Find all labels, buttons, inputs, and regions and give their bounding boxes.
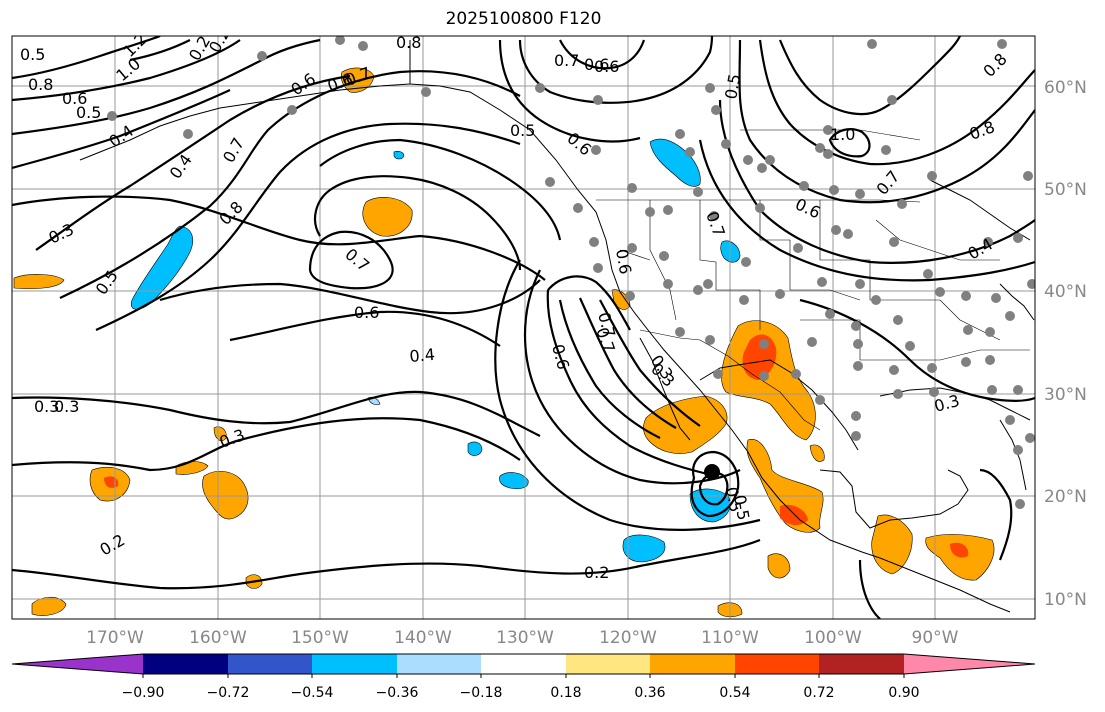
map-frame [11,35,1036,620]
positive-anomaly-area [213,426,227,441]
colorbar-label: 0.36 [634,685,665,701]
contour-label: 0.8 [28,75,53,94]
contour-label-layer: 1.2 1.0 0.8 0.6 0.5 0.4 0.4 0.3 0.2 0.2 … [20,33,1011,582]
lat-tick-label: 50°N [1044,180,1087,200]
positive-anomaly-area [643,395,728,454]
contour-label: 0.3 [34,397,59,416]
contour-label: 0.6 [612,247,635,275]
latitude-labels: 60°N 50°N 40°N 30°N 20°N 10°N [1044,78,1087,610]
colorbar-segment [12,654,143,674]
negative-anomaly-area [467,441,483,456]
map-title: 2025100800 F120 [445,9,602,29]
positive-anomaly-area [746,439,824,533]
storm-center-marker [704,464,720,480]
contour-lines [12,36,1035,619]
positive-anomaly-area [809,444,825,462]
positive-anomaly-area [13,274,65,290]
colorbar-label: 0.18 [550,685,581,701]
colorbar: −0.90 −0.72 −0.54 −0.36 −0.18 0.18 0.36 … [11,653,1036,701]
colorbar-segment [735,654,819,674]
colorbar-segment [904,654,1035,674]
colorbar-label: 0.54 [719,685,750,701]
longitude-labels: 170°W 160°W 150°W 140°W 130°W 120°W 110°… [86,628,959,648]
contour-label: 0.6 [584,55,609,74]
lat-tick-label: 30°N [1044,385,1087,405]
negative-anomaly-area [622,534,666,563]
lon-tick-label: 140°W [394,628,452,648]
contour-label: 1.0 [830,125,855,144]
contour-label: 0.5 [721,72,744,100]
negative-anomaly-area [393,150,405,160]
lat-tick-label: 10°N [1044,590,1087,610]
lon-tick-label: 110°W [701,628,759,648]
colorbar-segment [566,654,650,674]
lon-tick-label: 130°W [496,628,554,648]
colorbar-segment [228,654,312,674]
colorbar-label: 0.90 [888,685,919,701]
colorbar-label: −0.72 [207,685,250,701]
colorbar-segment [650,654,735,674]
contour-label: 0.4 [409,345,436,366]
map-area: 1.2 1.0 0.8 0.6 0.5 0.4 0.4 0.3 0.2 0.2 … [12,33,1035,619]
contour-label: 0.3 [54,397,79,416]
contour-label: 0.6 [354,303,379,322]
positive-anomaly-area [767,553,791,579]
colorbar-segment [312,654,397,674]
colorbar-label: −0.90 [122,685,165,701]
lat-tick-label: 20°N [1044,487,1087,507]
negative-anomaly-area [499,472,529,490]
lon-tick-label: 90°W [912,628,959,648]
colorbar-segment [143,654,228,674]
colorbar-segment [819,654,904,674]
negative-anomaly-area [130,225,193,310]
lon-tick-label: 100°W [804,628,862,648]
strong-positive-anomaly-area [780,504,808,526]
lon-tick-label: 160°W [189,628,247,648]
contour-label: 0.5 [722,485,745,513]
negative-anomaly-area [649,138,701,187]
lon-tick-label: 120°W [599,628,657,648]
coastlines [79,40,1035,613]
lon-tick-label: 150°W [291,628,349,648]
contour-label: 0.2 [584,563,609,582]
lat-tick-label: 60°N [1044,78,1087,98]
strong-positive-anomaly-area [950,542,969,558]
graticule [12,36,1035,619]
colorbar-segment [397,654,481,674]
station-markers [107,36,1035,509]
colorbar-label: −0.18 [460,685,503,701]
positive-anomaly-area [362,197,413,237]
lat-tick-label: 40°N [1044,282,1087,302]
colorbar-ticks [142,674,905,678]
positive-anomaly-area [202,471,249,520]
contour-label: 0.6 [62,89,87,108]
contour-label: 0.8 [396,33,421,52]
colorbar-label: 0.72 [803,685,834,701]
lon-tick-label: 170°W [86,628,144,648]
contour-label: 0.5 [76,103,101,122]
contour-label: 0.6 [594,57,619,76]
contour-label: 0.7 [554,51,579,70]
colorbar-label: −0.36 [376,685,419,701]
contour-label: 0.5 [20,45,45,64]
contour-label: 0.5 [510,121,535,140]
colorbar-segment [481,654,566,674]
colorbar-label: −0.54 [291,685,334,701]
contour-label: 0.5 [730,493,753,521]
